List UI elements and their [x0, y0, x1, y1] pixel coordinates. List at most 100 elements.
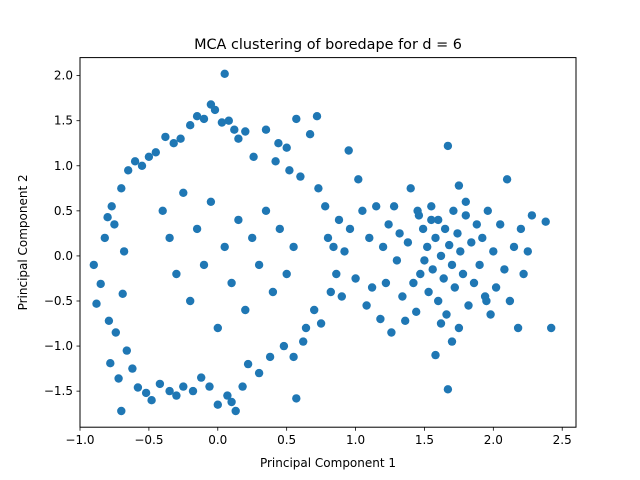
data-point [384, 220, 393, 229]
data-point [434, 215, 443, 225]
data-point [354, 175, 363, 184]
data-point [483, 206, 492, 215]
data-point [381, 278, 391, 288]
data-point [124, 166, 133, 175]
data-point [282, 269, 291, 279]
data-point [458, 269, 468, 279]
data-point [271, 157, 280, 166]
data-point [478, 233, 487, 243]
x-tick-label: 2.5 [553, 433, 572, 447]
y-tick-label: −1.0 [44, 339, 73, 353]
data-point [243, 359, 253, 369]
data-point [326, 287, 335, 297]
data-point [392, 256, 402, 265]
data-point [523, 247, 532, 256]
data-point [165, 233, 174, 243]
data-point [351, 274, 360, 283]
data-point [314, 184, 323, 193]
data-point [443, 141, 453, 151]
data-point [428, 265, 437, 274]
data-point [541, 217, 550, 226]
data-point [268, 287, 278, 297]
data-point [547, 323, 556, 333]
data-point [106, 359, 115, 368]
data-point [440, 224, 450, 234]
data-point [110, 220, 119, 229]
data-point [456, 247, 465, 256]
data-point [296, 172, 305, 181]
x-tick-label: −1.0 [65, 433, 94, 447]
data-point [337, 292, 346, 301]
data-point [241, 305, 250, 315]
data-point [345, 224, 355, 234]
data-point [292, 394, 301, 403]
data-point [482, 296, 491, 306]
data-point [454, 323, 464, 333]
data-point [179, 382, 188, 391]
data-point [213, 400, 222, 409]
data-point [358, 206, 367, 215]
data-point [128, 364, 137, 373]
data-point [431, 350, 440, 360]
data-point [289, 242, 298, 252]
data-point [96, 279, 105, 289]
y-tick-label: 0.0 [54, 249, 73, 263]
data-point [158, 206, 167, 215]
x-axis: −1.0 −0.5 0.0 0.5 1.0 1.5 2.0 2.5 [65, 427, 572, 447]
axes-frame [79, 57, 577, 428]
data-point [409, 278, 418, 288]
x-tick-label: 2.0 [484, 433, 503, 447]
data-point [217, 118, 227, 127]
data-point [117, 406, 126, 416]
y-axis: −1.5 −1.0 −0.5 0.0 0.5 1.0 1.5 2.0 [44, 69, 80, 398]
data-point [224, 116, 233, 125]
data-point [104, 316, 114, 325]
data-point [227, 397, 236, 407]
data-point [378, 242, 388, 252]
data-point [199, 260, 209, 270]
data-point [188, 386, 198, 396]
data-point [122, 346, 131, 355]
x-tick-label: 1.5 [415, 433, 434, 447]
data-point [472, 220, 481, 229]
data-point [332, 269, 341, 279]
y-tick-label: −0.5 [44, 294, 73, 308]
x-tick-label: 1.0 [346, 433, 365, 447]
data-point [305, 130, 315, 139]
data-point [434, 296, 443, 306]
chart-title: MCA clustering of boredape for d = 6 [194, 37, 462, 53]
data-point [412, 307, 421, 316]
data-point [227, 278, 236, 288]
data-point [387, 328, 396, 337]
data-point [505, 296, 515, 306]
data-point [406, 184, 415, 193]
data-point [119, 247, 129, 256]
data-point [155, 379, 165, 389]
data-point [169, 139, 178, 148]
data-point [454, 181, 464, 190]
data-point [179, 188, 188, 197]
data-point [248, 233, 257, 243]
data-point [192, 224, 202, 234]
data-point [389, 202, 399, 211]
data-point [449, 206, 458, 215]
x-axis-label: Principal Component 1 [260, 456, 396, 470]
data-point [279, 341, 289, 351]
data-point [403, 238, 413, 247]
data-point [447, 337, 457, 346]
data-point [241, 127, 250, 136]
data-point [439, 274, 448, 283]
data-point [372, 202, 381, 211]
y-axis-label: Principal Component 2 [16, 174, 30, 310]
data-point [443, 385, 453, 394]
data-point [213, 323, 222, 333]
data-point [238, 382, 247, 391]
data-point [418, 224, 428, 234]
data-point [416, 269, 425, 279]
data-point [312, 112, 322, 121]
data-point [172, 391, 181, 400]
data-points [89, 69, 556, 416]
data-point [220, 242, 229, 252]
data-point [289, 352, 298, 362]
